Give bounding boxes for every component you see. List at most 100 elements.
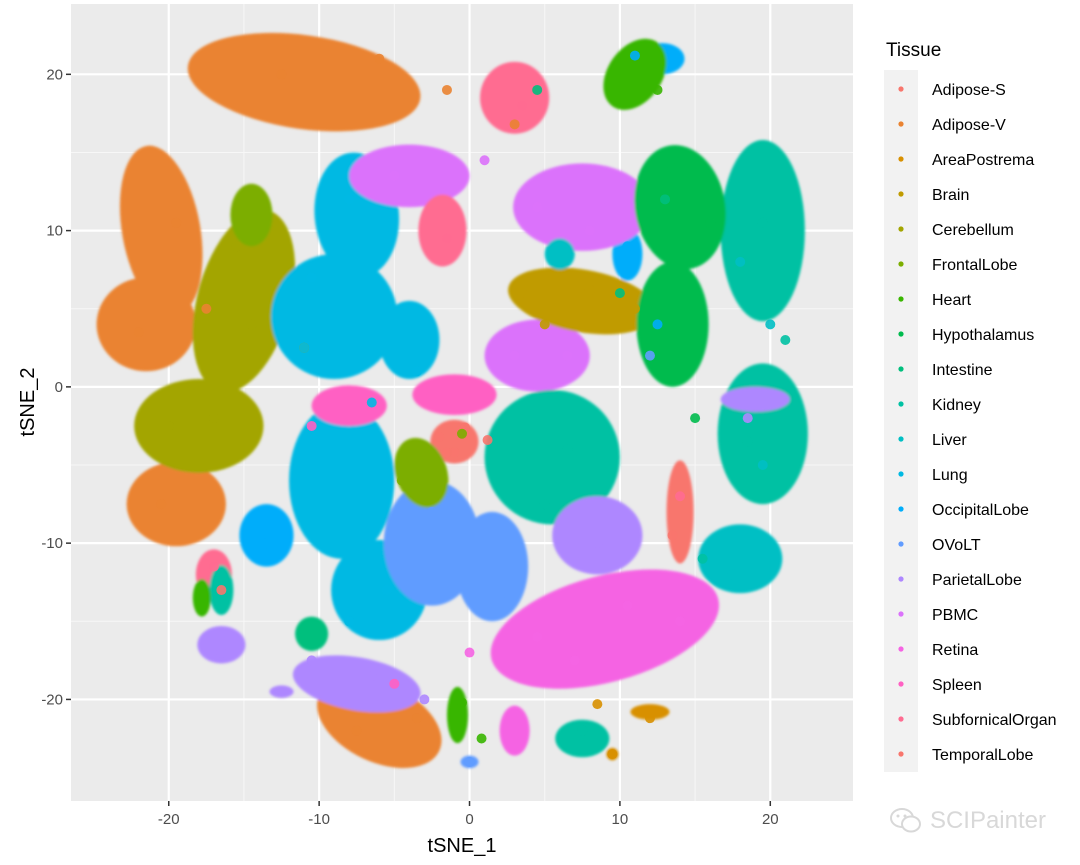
cluster-region [630,704,670,720]
data-point [614,288,625,299]
cluster-region [96,277,196,372]
legend-key [898,576,904,582]
legend-key [898,716,904,722]
data-point [652,84,663,95]
legend-key [898,401,904,407]
data-point [742,436,753,447]
cluster-region [412,374,497,416]
cluster-region [269,685,294,698]
legend-label: Retina [932,642,978,659]
data-point [426,506,437,517]
x-tick-label: 0 [465,811,473,828]
legend-label: Liver [932,432,967,449]
cluster-region [394,437,449,508]
data-point [629,303,640,314]
cluster-region [484,319,590,392]
data-point [201,303,212,314]
legend-key [898,191,904,197]
data-point [765,319,776,330]
data-point [592,699,603,710]
cluster-region [418,194,467,267]
cluster-region [490,569,719,689]
legend-label: Spleen [932,677,982,694]
cluster-region [187,32,421,132]
x-tick-label: -10 [308,811,330,828]
data-point [629,50,640,61]
data-point [517,288,528,299]
legend-label: Hypothalamus [932,327,1034,344]
cluster-region [508,267,657,335]
data-point [675,616,686,627]
legend-key [898,646,904,652]
data-point [441,447,452,458]
data-point [562,444,573,455]
data-point [667,163,678,174]
data-point [208,561,219,572]
x-axis-title: tSNE_1 [428,835,497,857]
data-point [472,538,483,549]
data-point [344,405,355,416]
data-point [344,616,355,627]
data-point [381,585,392,596]
legend-key [898,366,904,372]
data-point [464,647,475,658]
legend-key [898,506,904,512]
data-point [584,284,595,295]
y-tick-label: 20 [46,66,63,83]
cluster-region [383,480,481,606]
data-point [735,256,746,267]
data-point [276,69,287,80]
data-point [517,100,528,111]
data-point [133,327,144,338]
data-point [299,342,310,353]
legend-key [898,541,904,547]
x-tick-label: -20 [158,811,180,828]
cluster-region [134,379,264,473]
cluster-region [197,625,246,664]
data-point [457,697,467,708]
legend: Tissue Adipose-S Adipose-V AreaPostrema Bra… [884,40,1057,772]
data-point [411,713,422,724]
data-point [411,366,422,377]
data-point [396,569,407,580]
data-point [457,428,467,439]
cluster-region [126,461,226,547]
cluster-region [295,616,329,651]
legend-label: SubfornicalOrgan [932,712,1057,729]
data-point [757,460,768,471]
data-point [366,670,377,681]
data-point [482,435,493,446]
data-point [449,447,460,458]
cluster-region [446,686,469,744]
cluster-region [698,524,783,594]
cluster-region [717,363,808,505]
y-tick-label: 10 [46,223,63,240]
data-point [464,756,475,767]
legend-title: Tissue [886,40,941,61]
legend-key [898,611,904,617]
data-point [396,475,407,486]
wechat-icon [889,808,921,833]
data-point [562,350,573,361]
data-point [426,389,437,400]
y-axis-title: tSNE_2 [17,368,39,437]
data-point [389,678,400,689]
legend-label: OVoLT [932,537,981,554]
data-point [569,655,580,666]
cluster-region [666,460,694,564]
cluster-region [513,163,652,251]
cluster-region [119,145,203,316]
data-point [366,397,377,408]
data-point [441,233,452,244]
legend-label: FrontalLobe [932,257,1017,274]
legend-label: ParietalLobe [932,572,1022,589]
y-tick-label: 0 [55,379,63,396]
legend-key [898,121,904,127]
data-point [216,647,227,658]
legend-key [898,681,904,687]
legend-key [898,296,904,302]
data-point [757,217,768,228]
data-point [434,431,445,442]
data-point [532,631,543,642]
data-point [532,202,543,213]
